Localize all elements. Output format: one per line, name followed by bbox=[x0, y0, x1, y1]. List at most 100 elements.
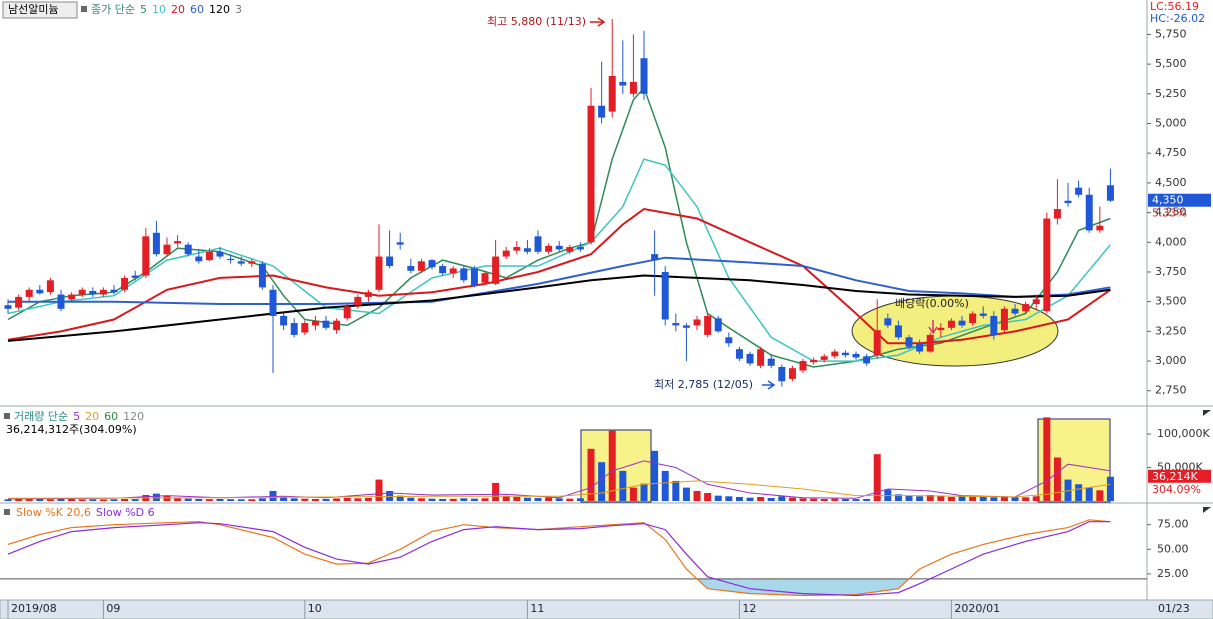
candle-body bbox=[863, 356, 871, 364]
volume-bar bbox=[947, 496, 955, 501]
volume-bar bbox=[449, 498, 457, 501]
volume-bar bbox=[661, 470, 669, 501]
y-tick-label: 3,000 bbox=[1155, 354, 1187, 367]
volume-bar bbox=[788, 497, 796, 501]
candle-body bbox=[714, 318, 722, 332]
candle-body bbox=[947, 320, 955, 328]
candle-body bbox=[1064, 200, 1072, 204]
volume-bar bbox=[820, 498, 828, 501]
candle-body bbox=[767, 358, 775, 366]
candle-body bbox=[99, 289, 107, 295]
volume-bar bbox=[725, 496, 733, 501]
title-box bbox=[2, 1, 78, 19]
volume-bar bbox=[693, 490, 701, 501]
volume-bar bbox=[280, 496, 288, 501]
candle-body bbox=[969, 313, 977, 324]
legend-entry: 120 bbox=[123, 410, 144, 423]
current-price-tag bbox=[1148, 193, 1211, 207]
volume-bar bbox=[428, 498, 436, 501]
volume-bar bbox=[863, 498, 871, 501]
volume-bar bbox=[1085, 487, 1093, 501]
date-strip bbox=[0, 599, 1213, 619]
candle-body bbox=[905, 337, 913, 347]
candle-body bbox=[428, 260, 436, 268]
candle-body bbox=[576, 247, 584, 250]
volume-bar bbox=[979, 496, 987, 501]
legend-entry: 120 bbox=[209, 3, 230, 16]
volume-bar bbox=[1022, 497, 1030, 501]
lc-label: LC:56.19 bbox=[1150, 0, 1199, 13]
volume-bar bbox=[417, 498, 425, 501]
candle-body bbox=[121, 277, 129, 290]
legend-icon bbox=[81, 6, 87, 12]
candle-body bbox=[280, 315, 288, 326]
volume-bar bbox=[184, 498, 192, 501]
candle-body bbox=[237, 261, 245, 264]
volume-bar bbox=[969, 496, 977, 501]
candle-body bbox=[1011, 308, 1019, 314]
volume-bar bbox=[852, 499, 860, 501]
candle-body bbox=[916, 343, 924, 352]
candle-body bbox=[333, 320, 341, 331]
candle-body bbox=[1075, 187, 1083, 195]
volume-bar bbox=[25, 499, 33, 501]
volume-bar bbox=[152, 493, 160, 501]
volume-bar bbox=[523, 497, 531, 501]
candle-body bbox=[852, 353, 860, 358]
volume-bar bbox=[841, 498, 849, 501]
volume-bar bbox=[746, 497, 754, 501]
volume-bar bbox=[269, 490, 277, 501]
volume-bar bbox=[831, 498, 839, 501]
candle-body bbox=[481, 273, 489, 283]
candle-body bbox=[57, 294, 65, 309]
volume-bar bbox=[502, 495, 510, 501]
volume-bar bbox=[1000, 496, 1008, 501]
candle-body bbox=[926, 334, 934, 352]
legend-entry: 60 bbox=[190, 3, 204, 16]
x-tick-label: 12 bbox=[742, 602, 756, 615]
volume-bar bbox=[492, 482, 500, 501]
candle-body bbox=[1022, 304, 1030, 312]
x-tick-label: 09 bbox=[106, 602, 120, 615]
volume-bar bbox=[205, 499, 213, 501]
volume-bar bbox=[799, 498, 807, 501]
end-date: 01/23 bbox=[1158, 602, 1190, 615]
candle-body bbox=[566, 247, 574, 252]
volume-bar bbox=[470, 498, 478, 501]
volume-bar bbox=[311, 498, 319, 501]
candle-body bbox=[661, 271, 669, 320]
volume-bar bbox=[195, 498, 203, 501]
candle-body bbox=[354, 296, 362, 306]
candle-body bbox=[640, 58, 648, 94]
volume-bar bbox=[704, 492, 712, 501]
chart-title: 남선알미늄 bbox=[8, 2, 59, 16]
y-tick-label: 4,000 bbox=[1155, 235, 1187, 248]
candle-body bbox=[672, 323, 680, 326]
y-tick-label: 50.00 bbox=[1157, 542, 1189, 555]
candle-body bbox=[831, 351, 839, 357]
legend-entry: 5 bbox=[73, 410, 80, 423]
candle-body bbox=[492, 256, 500, 284]
candle-body bbox=[375, 256, 383, 290]
candle-body bbox=[704, 315, 712, 335]
volume-bar bbox=[545, 497, 553, 501]
candle-body bbox=[460, 268, 468, 281]
candle-body bbox=[470, 268, 478, 286]
y-tick-label: 2,750 bbox=[1155, 384, 1187, 397]
series-line bbox=[7, 207, 1111, 345]
candle-body bbox=[788, 368, 796, 379]
candle-body bbox=[4, 305, 12, 309]
x-tick-label: 2020/01 bbox=[954, 602, 1000, 615]
volume-bar bbox=[36, 498, 44, 501]
volume-bar bbox=[916, 496, 924, 501]
volume-bar bbox=[735, 496, 743, 501]
candle-body bbox=[757, 349, 765, 366]
series-line bbox=[7, 274, 1111, 342]
panel-icon bbox=[1203, 410, 1211, 416]
candle-body bbox=[1032, 299, 1040, 305]
volume-bar bbox=[1043, 417, 1051, 501]
candle-body bbox=[216, 251, 224, 257]
candle-body bbox=[990, 315, 998, 335]
candle-body bbox=[184, 244, 192, 255]
candle-body bbox=[152, 232, 160, 255]
